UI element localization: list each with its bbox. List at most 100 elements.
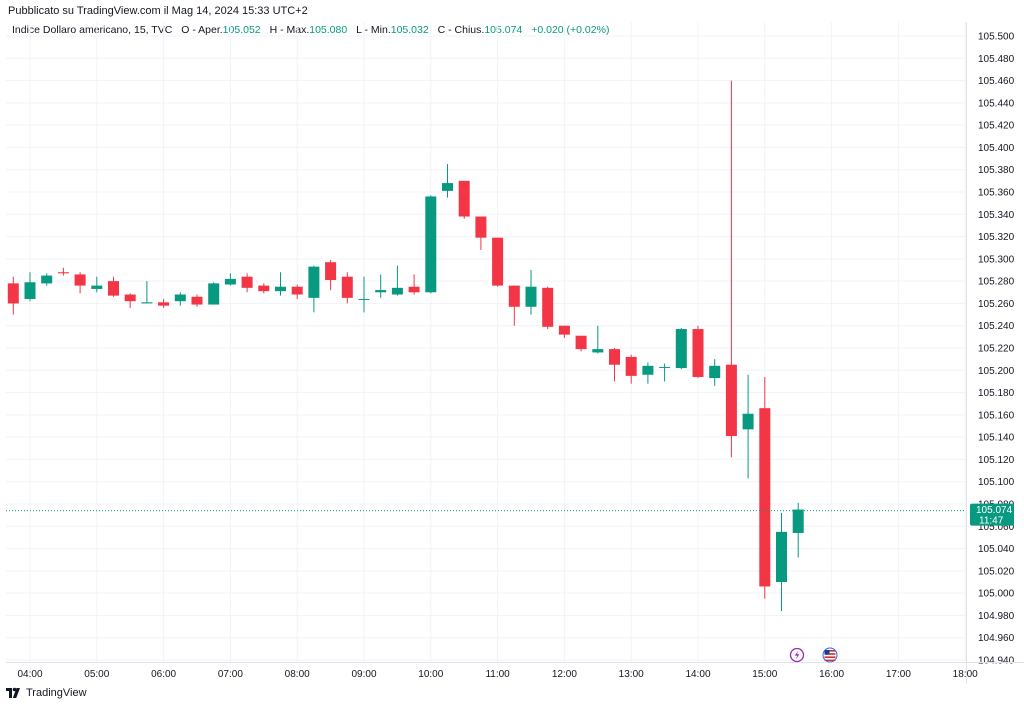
time-tick-label: 07:00 — [218, 669, 243, 680]
candle — [592, 325, 604, 354]
candle — [558, 325, 570, 338]
candle — [525, 270, 537, 315]
event-markers[interactable] — [789, 647, 838, 663]
candle — [625, 354, 637, 384]
time-tick-label: 12:00 — [552, 669, 577, 680]
price-tick-label: 105.440 — [978, 98, 1015, 109]
time-tick-label: 10:00 — [418, 669, 443, 680]
price-axis[interactable]: 105.500 105.480 105.460 105.440 105.420 105.4… — [966, 22, 1015, 684]
candle — [609, 348, 620, 382]
published-caption: Pubblicato su TradingView.com il Mag 14,… — [8, 5, 308, 17]
candle-body — [759, 408, 771, 587]
candle-body — [174, 294, 186, 302]
candle-body — [525, 286, 537, 307]
candle-body — [609, 349, 620, 365]
time-tick-label: 06:00 — [151, 669, 176, 680]
us-flag-icon[interactable] — [822, 647, 838, 663]
candle-body — [358, 298, 370, 300]
candle — [91, 276, 103, 293]
tradingview-logo-icon — [6, 687, 20, 698]
price-tick-label: 105.300 — [978, 254, 1015, 265]
candle — [492, 237, 504, 287]
candle-body — [725, 364, 737, 437]
price-tick-label: 104.980 — [978, 611, 1015, 622]
candle-body — [24, 282, 36, 299]
legend-symbol: Indice Dollaro americano, 15, TVC — [12, 24, 173, 36]
candle — [675, 327, 687, 370]
legend-open-label: O - Aper. — [181, 24, 223, 36]
candle — [158, 298, 170, 308]
candle-body — [7, 283, 19, 304]
candle-body — [408, 286, 420, 293]
candle — [358, 276, 370, 313]
price-tick-label: 105.220 — [978, 344, 1015, 355]
candle — [792, 502, 804, 558]
price-tick-label: 105.060 — [978, 522, 1015, 533]
candle-body — [91, 285, 103, 289]
candle-body — [224, 278, 236, 285]
candle — [642, 362, 654, 384]
price-tick-label: 105.480 — [978, 54, 1015, 65]
candle — [759, 376, 771, 599]
price-tick-label: 105.280 — [978, 277, 1015, 288]
price-tick-label: 105.320 — [978, 232, 1015, 243]
lightning-icon[interactable] — [789, 647, 805, 663]
candle-body — [709, 365, 721, 379]
candle-body — [575, 335, 587, 350]
price-tick-label: 105.460 — [978, 76, 1015, 87]
legend-high-label: H - Max. — [269, 24, 310, 36]
time-tick-label: 17:00 — [886, 669, 911, 680]
candle-body — [341, 276, 353, 298]
candle-body — [41, 275, 53, 284]
candle — [174, 292, 186, 306]
time-tick-label: 14:00 — [685, 669, 710, 680]
candle-body — [124, 294, 136, 302]
price-tick-label: 105.380 — [978, 165, 1015, 176]
price-tick-label: 105.000 — [978, 589, 1015, 600]
legend-change: +0.020 (+0.02%) — [531, 24, 610, 36]
candle — [57, 267, 69, 276]
candle-body — [325, 262, 337, 281]
candle — [391, 265, 403, 296]
candle-body — [625, 356, 637, 376]
candle-body — [425, 196, 437, 293]
candle — [325, 259, 337, 291]
time-axis[interactable]: 04:00 05:00 06:00 07:00 08:00 09:00 10:00 11:00… — [6, 662, 1024, 681]
price-tick-label: 105.160 — [978, 410, 1015, 421]
tradingview-brand[interactable]: TradingView — [6, 687, 87, 699]
candle-body — [308, 266, 320, 298]
candle-body — [442, 183, 453, 191]
legend-close-value: 105.074 — [484, 24, 523, 36]
candle — [24, 272, 36, 302]
candle — [291, 284, 303, 299]
price-tick-label: 104.960 — [978, 633, 1015, 644]
candle — [742, 374, 754, 479]
candle — [258, 283, 270, 294]
legend-high-value: 105.080 — [309, 24, 348, 36]
candle-body — [375, 290, 387, 293]
candle-body — [291, 286, 303, 295]
time-tick-label: 05:00 — [84, 669, 109, 680]
price-tick-label: 105.200 — [978, 366, 1015, 377]
candle — [709, 359, 721, 386]
price-tick-label: 105.500 — [978, 32, 1015, 43]
legend-open-value: 105.052 — [222, 24, 261, 36]
candle-body — [792, 509, 804, 533]
last-price-countdown: 11:47 — [979, 516, 1004, 527]
candle — [341, 272, 353, 304]
candle-body — [208, 283, 220, 305]
candle-body — [675, 329, 687, 369]
candle — [224, 273, 236, 286]
brand-name: TradingView — [26, 687, 87, 699]
candle-body — [508, 285, 520, 307]
candle-body — [776, 531, 787, 582]
candle — [191, 294, 203, 307]
candle — [408, 274, 420, 295]
candle — [7, 276, 19, 315]
time-tick-label: 15:00 — [752, 669, 777, 680]
candle — [241, 273, 253, 293]
candle — [124, 293, 136, 308]
candle-body — [659, 366, 671, 368]
price-tick-label: 105.400 — [978, 143, 1015, 154]
